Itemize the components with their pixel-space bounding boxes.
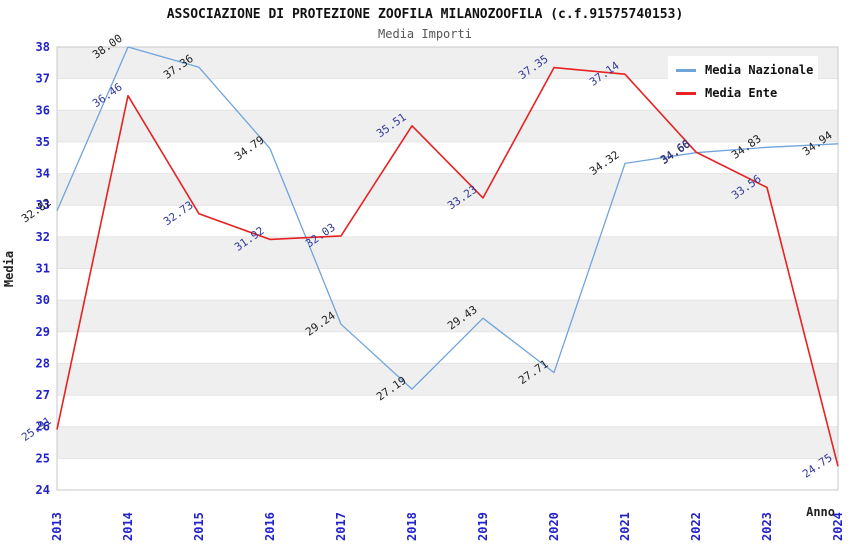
legend-label: Media Nazionale <box>705 63 814 77</box>
x-tick-label: 2020 <box>547 512 561 541</box>
y-tick-label: 33 <box>36 198 50 212</box>
legend-label: Media Ente <box>705 86 778 100</box>
y-tick-label: 38 <box>36 40 50 54</box>
series-line-media-nazionale <box>56 46 839 390</box>
x-tick-label: 2017 <box>334 512 348 541</box>
y-tick-label: 25 <box>36 451 50 465</box>
plot-stripe <box>57 110 838 142</box>
y-tick-label: 30 <box>36 293 50 307</box>
legend: Media Nazionale Media Ente <box>668 56 818 106</box>
y-tick-label: 37 <box>36 72 50 86</box>
legend-line-swatch-red <box>676 91 696 95</box>
legend-item-media-ente: Media Ente <box>676 86 810 100</box>
x-tick-label: 2022 <box>689 512 703 541</box>
y-tick-label: 32 <box>36 230 50 244</box>
point-label: 36.46 <box>90 81 125 111</box>
y-tick-label: 34 <box>36 167 50 181</box>
x-tick-label: 2013 <box>50 512 64 541</box>
legend-line-swatch-blue <box>676 68 696 72</box>
y-tick-label: 28 <box>36 356 50 370</box>
legend-item-media-nazionale: Media Nazionale <box>676 63 814 77</box>
x-tick-label: 2023 <box>760 512 774 541</box>
y-tick-label: 36 <box>36 103 50 117</box>
plot-stripe <box>57 173 838 206</box>
x-tick-label: 2019 <box>476 512 490 541</box>
plot-stripe <box>57 426 838 459</box>
plot-border <box>56 46 839 491</box>
x-axis-title: Anno <box>806 505 835 519</box>
series-line-media-ente <box>56 66 839 467</box>
chart-subtitle: Media Importi <box>378 27 472 41</box>
y-tick-label: 29 <box>36 325 50 339</box>
y-tick-label: 35 <box>36 135 50 149</box>
x-tick-label: 2014 <box>121 512 135 541</box>
y-tick-label: 27 <box>36 388 50 402</box>
y-axis-title: Media <box>2 250 16 288</box>
x-tick-label: 2018 <box>405 512 419 541</box>
chart-title: ASSOCIAZIONE DI PROTEZIONE ZOOFILA MILAN… <box>166 7 684 22</box>
plot-stripe <box>57 300 838 332</box>
plot-stripe <box>57 236 838 269</box>
y-tick-label: 24 <box>36 483 50 497</box>
y-tick-label: 31 <box>36 262 50 276</box>
x-tick-label: 2021 <box>618 512 632 541</box>
plot-stripe <box>57 363 838 396</box>
x-tick-label: 2016 <box>263 512 277 541</box>
x-tick-label: 2024 <box>831 512 845 541</box>
y-tick-label: 26 <box>36 420 50 434</box>
x-tick-label: 2015 <box>192 512 206 541</box>
